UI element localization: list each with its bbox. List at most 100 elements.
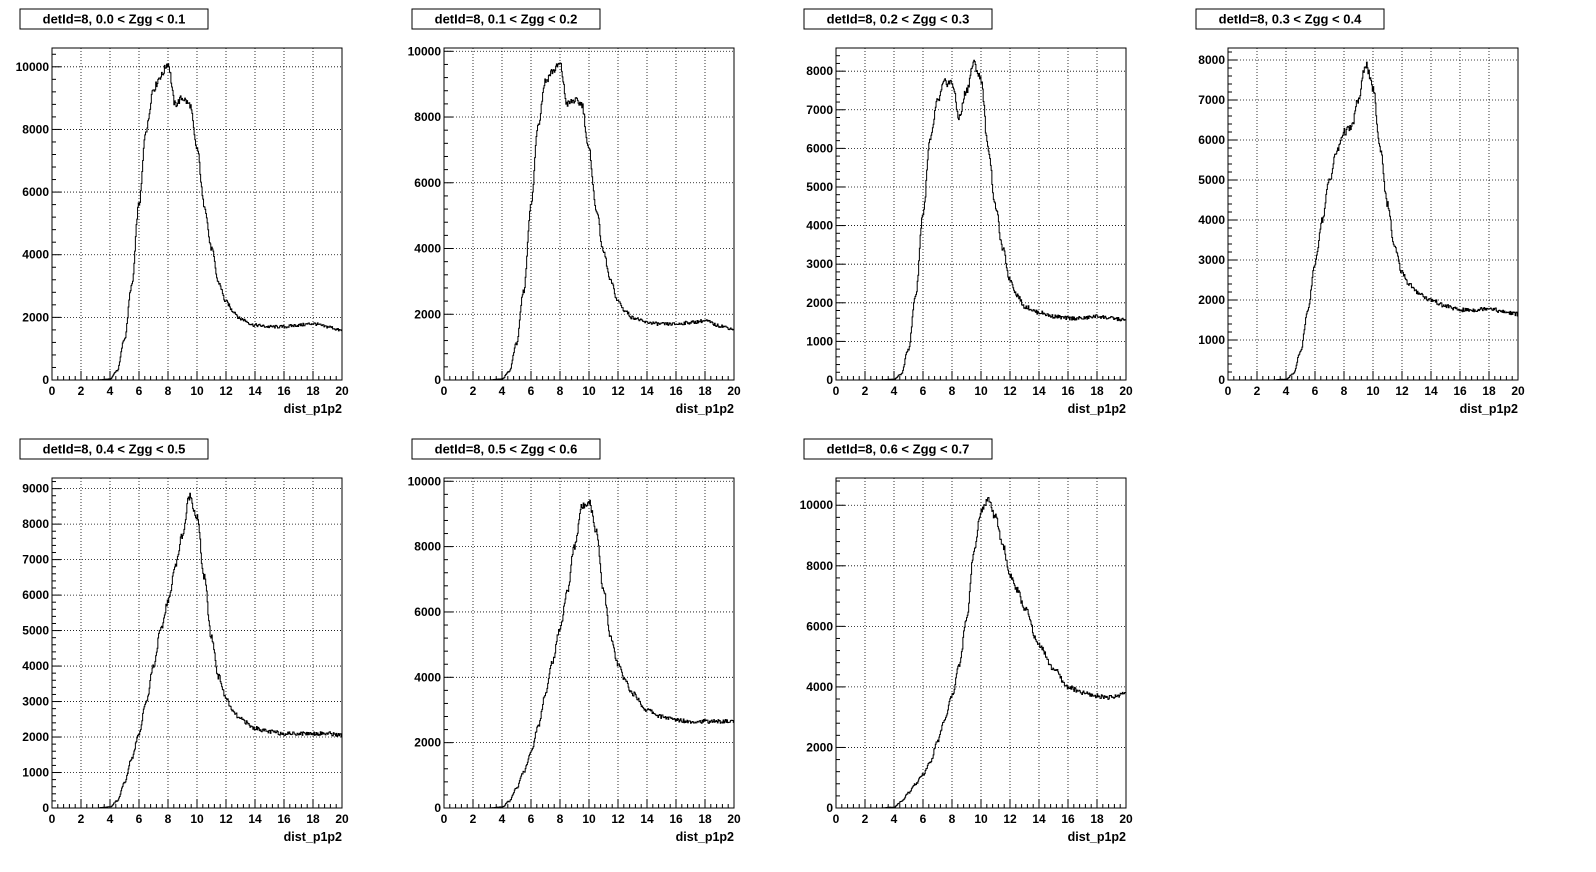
y-tick-label: 7000 xyxy=(806,103,833,117)
histogram-panel-5: 0 2 4 6 8 10 12 14 16 18 20 0 1000 2000 3000 4000 5000 60… xyxy=(19,438,349,844)
x-tick-label: 8 xyxy=(949,384,956,398)
x-tick-label: 20 xyxy=(335,384,349,398)
y-tick-label: 0 xyxy=(434,373,441,387)
y-tick-label: 2000 xyxy=(414,307,441,321)
chart-title: detId=8, 0.0 < Zgg < 0.1 xyxy=(43,12,186,27)
x-tick-label: 20 xyxy=(1511,384,1525,398)
y-tick-label: 2000 xyxy=(806,296,833,310)
y-tick-label: 4000 xyxy=(22,248,49,262)
y-tick-label: 6000 xyxy=(1198,133,1225,147)
x-tick-label: 18 xyxy=(1482,384,1496,398)
x-tick-label: 6 xyxy=(136,812,143,826)
x-tick-label: 2 xyxy=(78,384,85,398)
x-tick-label: 6 xyxy=(528,384,535,398)
x-tick-label: 0 xyxy=(441,812,448,826)
chart-title: detId=8, 0.1 < Zgg < 0.2 xyxy=(435,12,578,27)
x-tick-label: 14 xyxy=(248,384,262,398)
y-tick-label: 0 xyxy=(826,373,833,387)
x-tick-label: 20 xyxy=(1119,812,1133,826)
x-tick-label: 18 xyxy=(1090,384,1104,398)
x-axis-title: dist_p1p2 xyxy=(1068,830,1126,844)
x-tick-label: 10 xyxy=(974,384,988,398)
y-tick-label: 0 xyxy=(42,373,49,387)
y-tick-label: 8000 xyxy=(414,110,441,124)
x-tick-label: 14 xyxy=(640,812,654,826)
y-tick-label: 8000 xyxy=(806,559,833,573)
chart-title: detId=8, 0.5 < Zgg < 0.6 xyxy=(435,442,578,457)
y-tick-label: 8000 xyxy=(1198,53,1225,67)
histogram-panel-2: 0 2 4 6 8 10 12 14 16 18 20 0 2000 4000 6000 8000 10000 d… xyxy=(408,8,741,416)
title-box xyxy=(1195,8,1385,30)
y-tick-label: 10000 xyxy=(800,498,834,512)
chart-title: detId=8, 0.6 < Zgg < 0.7 xyxy=(827,442,970,457)
x-tick-label: 8 xyxy=(557,384,564,398)
x-tick-label: 6 xyxy=(528,812,535,826)
x-tick-label: 4 xyxy=(107,384,114,398)
y-tick-label: 5000 xyxy=(806,180,833,194)
x-tick-label: 0 xyxy=(441,384,448,398)
y-tick-label: 6000 xyxy=(806,619,833,633)
x-tick-label: 16 xyxy=(277,384,291,398)
y-tick-label: 7000 xyxy=(22,553,49,567)
title-box xyxy=(803,8,993,30)
y-tick-label: 4000 xyxy=(1198,213,1225,227)
x-tick-label: 10 xyxy=(974,812,988,826)
x-tick-label: 16 xyxy=(1061,812,1075,826)
y-tick-label: 6000 xyxy=(414,176,441,190)
y-tick-label: 3000 xyxy=(806,257,833,271)
histogram-panel-1: 0 2 4 6 8 10 12 14 16 18 20 0 2000 4000 6000 8000 10000 d… xyxy=(16,8,349,416)
y-tick-label: 9000 xyxy=(22,482,49,496)
x-tick-label: 8 xyxy=(557,812,564,826)
y-tick-label: 1000 xyxy=(22,766,49,780)
y-tick-label: 8000 xyxy=(806,64,833,78)
x-tick-label: 0 xyxy=(833,812,840,826)
y-tick-label: 3000 xyxy=(22,695,49,709)
x-tick-label: 12 xyxy=(611,384,625,398)
x-tick-label: 4 xyxy=(499,384,506,398)
x-tick-label: 4 xyxy=(1283,384,1290,398)
y-tick-label: 10000 xyxy=(16,60,50,74)
y-tick-label: 6000 xyxy=(806,141,833,155)
x-tick-label: 2 xyxy=(470,384,477,398)
y-tick-label: 5000 xyxy=(22,624,49,638)
x-tick-label: 2 xyxy=(470,812,477,826)
x-tick-label: 6 xyxy=(1312,384,1319,398)
x-tick-label: 10 xyxy=(190,384,204,398)
x-tick-label: 10 xyxy=(1366,384,1380,398)
y-tick-label: 0 xyxy=(434,801,441,815)
x-tick-label: 10 xyxy=(582,384,596,398)
x-tick-label: 8 xyxy=(165,384,172,398)
histogram-line xyxy=(836,496,1126,809)
y-tick-label: 4000 xyxy=(806,219,833,233)
x-tick-label: 14 xyxy=(1032,384,1046,398)
y-tick-label: 3000 xyxy=(1198,253,1225,267)
x-tick-label: 6 xyxy=(920,384,927,398)
y-tick-label: 2000 xyxy=(806,740,833,754)
y-tick-label: 10000 xyxy=(408,474,442,488)
x-tick-label: 16 xyxy=(669,812,683,826)
x-tick-label: 2 xyxy=(862,384,869,398)
title-box xyxy=(19,8,209,30)
x-tick-label: 14 xyxy=(1032,812,1046,826)
x-tick-label: 0 xyxy=(49,384,56,398)
x-tick-label: 8 xyxy=(165,812,172,826)
x-tick-label: 8 xyxy=(1341,384,1348,398)
title-box xyxy=(411,438,601,460)
x-tick-label: 20 xyxy=(727,384,741,398)
x-tick-label: 18 xyxy=(698,384,712,398)
x-tick-label: 2 xyxy=(1254,384,1261,398)
y-tick-label: 0 xyxy=(1218,373,1225,387)
x-tick-label: 14 xyxy=(640,384,654,398)
x-tick-label: 10 xyxy=(582,812,596,826)
y-tick-label: 8000 xyxy=(22,122,49,136)
y-tick-label: 1000 xyxy=(1198,333,1225,347)
x-tick-label: 4 xyxy=(891,384,898,398)
x-tick-label: 4 xyxy=(107,812,114,826)
x-tick-label: 6 xyxy=(920,812,927,826)
x-tick-label: 2 xyxy=(862,812,869,826)
x-tick-label: 12 xyxy=(219,384,233,398)
x-tick-label: 4 xyxy=(891,812,898,826)
y-tick-label: 6000 xyxy=(22,185,49,199)
x-axis-title: dist_p1p2 xyxy=(1460,402,1518,416)
y-tick-label: 8000 xyxy=(22,517,49,531)
